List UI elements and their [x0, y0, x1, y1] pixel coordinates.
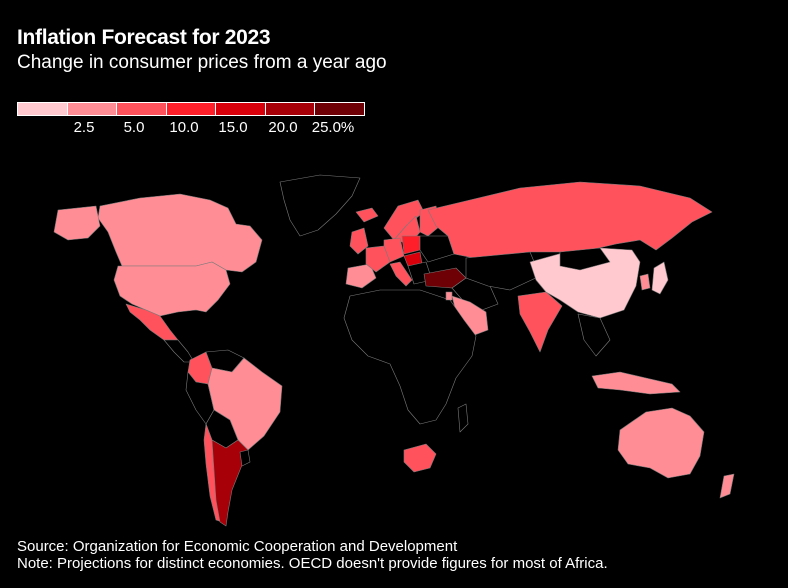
- region-south-africa: [403, 443, 437, 473]
- region-germany: [383, 237, 405, 263]
- chart-title: Inflation Forecast for 2023: [17, 26, 271, 49]
- region-central-america: [163, 339, 195, 363]
- region-uruguay: [239, 449, 251, 467]
- legend-swatch-4: [166, 103, 217, 115]
- region-canada: [97, 193, 263, 273]
- region-madagascar: [457, 403, 469, 433]
- region-new-zealand: [719, 473, 735, 499]
- region-japan: [651, 261, 669, 295]
- region-france: [365, 245, 391, 273]
- region-africa: [343, 289, 477, 425]
- source-note: Source: Organization for Economic Cooper…: [17, 538, 458, 555]
- region-southeast-asia: [577, 313, 611, 357]
- footnote: Note: Projections for distinct economies…: [17, 555, 608, 572]
- chart-subtitle: Change in consumer prices from a year ag…: [17, 52, 387, 73]
- legend-swatch-7: [315, 103, 365, 115]
- legend-label-6: 25.0%: [311, 119, 355, 136]
- region-italy: [389, 261, 413, 287]
- world-map: [0, 150, 788, 535]
- legend-color-scale: [17, 102, 365, 116]
- legend-labels: 2.5 5.0 10.0 15.0 20.0 25.0%: [17, 116, 365, 136]
- region-united-states: [113, 261, 231, 317]
- legend-swatch-6: [265, 103, 316, 115]
- footer: Source: Organization for Economic Cooper…: [17, 538, 608, 572]
- region-russia: [427, 181, 713, 259]
- legend-label-5: 20.0: [268, 119, 298, 136]
- legend-swatch-3: [117, 103, 167, 115]
- region-alaska: [53, 205, 101, 241]
- region-south-korea: [639, 273, 651, 291]
- region-india: [517, 291, 563, 353]
- region-indonesia: [591, 371, 681, 395]
- region-united-kingdom: [349, 227, 369, 255]
- legend-swatch-1: [18, 103, 68, 115]
- region-central-asia: [465, 251, 541, 291]
- legend-label-2: 5.0: [123, 119, 145, 136]
- region-mongolia: [559, 247, 611, 271]
- region-israel: [445, 291, 453, 301]
- legend-label-3: 10.0: [169, 119, 199, 136]
- region-ukraine: [419, 235, 455, 263]
- color-legend: 2.5 5.0 10.0 15.0 20.0 25.0%: [17, 102, 365, 136]
- region-australia: [617, 407, 705, 479]
- region-argentina: [211, 439, 249, 527]
- legend-swatch-2: [67, 103, 118, 115]
- region-spain: [345, 263, 377, 289]
- legend-swatch-5: [216, 103, 266, 115]
- region-poland: [401, 235, 421, 255]
- region-greenland: [279, 174, 361, 237]
- region-iceland: [355, 207, 379, 223]
- legend-label-1: 2.5: [73, 119, 95, 136]
- legend-label-4: 15.0: [218, 119, 248, 136]
